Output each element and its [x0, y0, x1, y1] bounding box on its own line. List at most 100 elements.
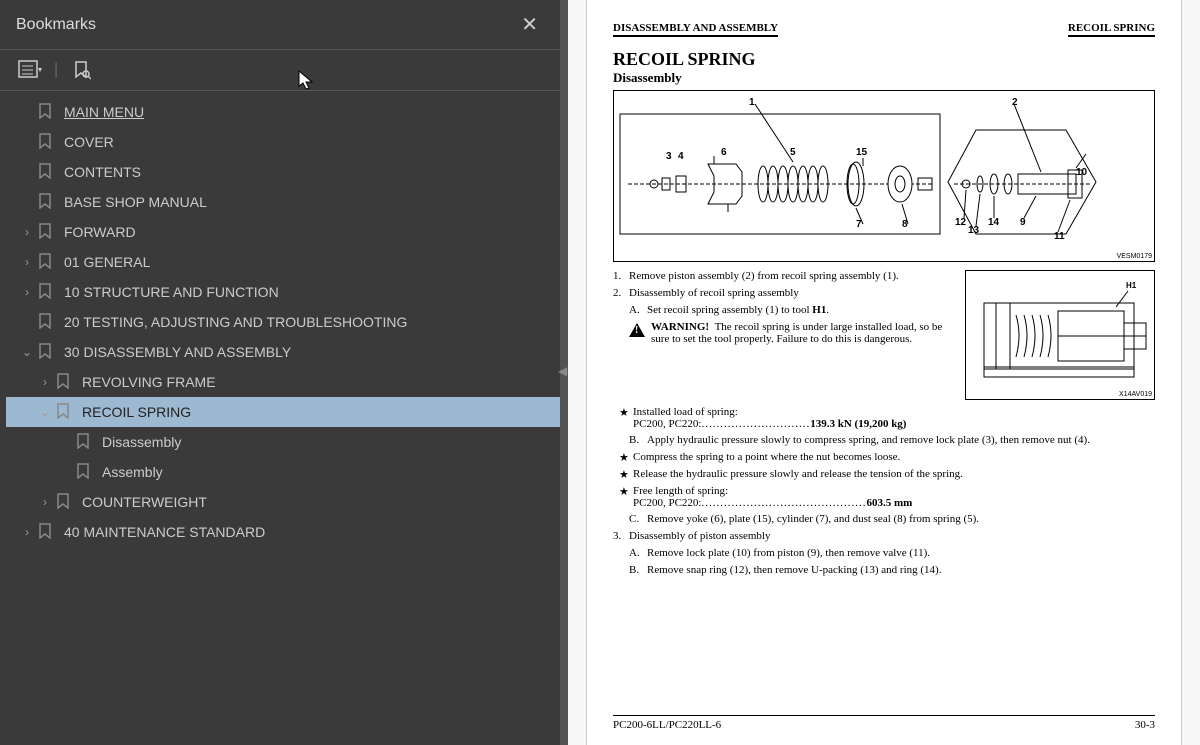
- bookmark-label: 20 TESTING, ADJUSTING AND TROUBLESHOOTIN…: [64, 314, 407, 330]
- small-diagram-id: X14AV019: [1119, 391, 1152, 398]
- bookmark-icon: [38, 343, 56, 362]
- bookmark-icon: [38, 193, 56, 212]
- bookmark-item[interactable]: Disassembly: [6, 427, 560, 457]
- header-right: RECOIL SPRING: [1068, 22, 1155, 37]
- warning-icon: [629, 323, 645, 337]
- page-header: DISASSEMBLY AND ASSEMBLY RECOIL SPRING: [613, 22, 1155, 37]
- disclosure-icon[interactable]: ⌄: [36, 405, 54, 419]
- footer-right: 30-3: [1135, 719, 1155, 731]
- step-3: Disassembly of piston assembly: [629, 530, 770, 542]
- bookmark-icon: [38, 133, 56, 152]
- bookmark-label: 30 DISASSEMBLY AND ASSEMBLY: [64, 344, 291, 360]
- diagram-label: 5: [790, 147, 796, 158]
- bookmark-icon: [38, 103, 56, 122]
- bookmark-icon: [38, 313, 56, 332]
- diagram-label: 4: [678, 151, 684, 162]
- diagram-label: 13: [968, 225, 979, 236]
- diagram-label: 8: [902, 219, 908, 230]
- bookmark-icon: [38, 253, 56, 272]
- bookmark-item[interactable]: › FORWARD: [6, 217, 560, 247]
- bookmark-label: MAIN MENU: [64, 104, 144, 120]
- splitter-handle-icon[interactable]: ◀: [558, 364, 568, 382]
- bookmark-item[interactable]: 20 TESTING, ADJUSTING AND TROUBLESHOOTIN…: [6, 307, 560, 337]
- diagram-label: 2: [1012, 97, 1018, 108]
- bookmark-icon: [56, 373, 74, 392]
- diagram-label: 12: [955, 217, 966, 228]
- bookmark-item[interactable]: ⌄ RECOIL SPRING: [6, 397, 560, 427]
- main-diagram: 123465157810121314911VESM0179: [613, 90, 1155, 262]
- bookmark-item[interactable]: MAIN MENU: [6, 97, 560, 127]
- bookmarks-toolbar: |: [0, 50, 560, 91]
- diagram-label: 6: [721, 147, 727, 158]
- page: DISASSEMBLY AND ASSEMBLY RECOIL SPRING R…: [586, 0, 1182, 745]
- disclosure-icon[interactable]: ⌄: [18, 345, 36, 359]
- disclosure-icon[interactable]: ›: [36, 375, 54, 389]
- bookmark-item[interactable]: › 10 STRUCTURE AND FUNCTION: [6, 277, 560, 307]
- bookmark-label: 10 STRUCTURE AND FUNCTION: [64, 284, 279, 300]
- bookmark-icon: [38, 523, 56, 542]
- bookmark-label: REVOLVING FRAME: [82, 374, 216, 390]
- bookmarks-title: Bookmarks: [16, 16, 96, 34]
- find-bookmark-icon[interactable]: [68, 58, 96, 82]
- bookmark-label: BASE SHOP MANUAL: [64, 194, 207, 210]
- header-left: DISASSEMBLY AND ASSEMBLY: [613, 22, 778, 37]
- footer-left: PC200-6LL/PC220LL-6: [613, 719, 721, 731]
- options-icon[interactable]: [16, 58, 44, 82]
- close-icon[interactable]: ✕: [515, 10, 544, 39]
- warning-row: WARNING! The recoil spring is under larg…: [629, 321, 957, 345]
- bookmark-item[interactable]: › 40 MAINTENANCE STANDARD: [6, 517, 560, 547]
- diagram-label: 15: [856, 147, 867, 158]
- disclosure-icon[interactable]: ›: [18, 255, 36, 269]
- diagram-label: 9: [1020, 217, 1026, 228]
- page-title: RECOIL SPRING: [613, 49, 1155, 70]
- bookmarks-tree: MAIN MENU COVER CONTENTS BASE SHOP MANUAL › F…: [0, 91, 560, 745]
- bookmark-item[interactable]: › REVOLVING FRAME: [6, 367, 560, 397]
- disclosure-icon[interactable]: ›: [18, 225, 36, 239]
- bookmark-icon: [38, 283, 56, 302]
- page-subtitle: Disassembly: [613, 70, 1155, 86]
- small-diagram: H1 X14AV019: [965, 270, 1155, 400]
- step-2c: Remove yoke (6), plate (15), cylinder (7…: [647, 513, 979, 525]
- diagram-id: VESM0179: [1117, 253, 1152, 260]
- disclosure-icon[interactable]: ›: [18, 525, 36, 539]
- bookmark-label: 01 GENERAL: [64, 254, 150, 270]
- disclosure-icon[interactable]: ›: [36, 495, 54, 509]
- diagram-label: 14: [988, 217, 999, 228]
- document-viewport[interactable]: DISASSEMBLY AND ASSEMBLY RECOIL SPRING R…: [568, 0, 1200, 745]
- bookmark-label: RECOIL SPRING: [82, 404, 191, 420]
- bookmark-item[interactable]: COVER: [6, 127, 560, 157]
- bookmark-icon: [56, 403, 74, 422]
- bookmark-icon: [38, 223, 56, 242]
- bookmark-item[interactable]: ⌄ 30 DISASSEMBLY AND ASSEMBLY: [6, 337, 560, 367]
- label-h1: H1: [1126, 281, 1136, 290]
- bookmark-item[interactable]: › COUNTERWEIGHT: [6, 487, 560, 517]
- step-2a: Set recoil spring assembly (1) to tool H…: [647, 304, 829, 316]
- diagram-label: 11: [1054, 231, 1065, 242]
- bookmark-item[interactable]: CONTENTS: [6, 157, 560, 187]
- bookmark-icon: [76, 433, 94, 452]
- bookmarks-panel: Bookmarks ✕ | MAIN MENU COVER CONTENTS BASE…: [0, 0, 560, 745]
- diagram-label: 1: [749, 97, 755, 108]
- disclosure-icon[interactable]: ›: [18, 285, 36, 299]
- bookmark-label: Disassembly: [102, 434, 181, 450]
- bookmark-label: FORWARD: [64, 224, 136, 240]
- bookmark-icon: [56, 493, 74, 512]
- diagram-label: 10: [1076, 167, 1087, 178]
- bookmark-label: COUNTERWEIGHT: [82, 494, 207, 510]
- bookmark-icon: [76, 463, 94, 482]
- bookmark-item[interactable]: BASE SHOP MANUAL: [6, 187, 560, 217]
- bookmark-item[interactable]: Assembly: [6, 457, 560, 487]
- bookmark-label: COVER: [64, 134, 114, 150]
- diagram-label: 3: [666, 151, 672, 162]
- step-3b: Remove snap ring (12), then remove U-pac…: [647, 564, 941, 576]
- bookmark-label: 40 MAINTENANCE STANDARD: [64, 524, 265, 540]
- bookmarks-header: Bookmarks ✕: [0, 0, 560, 50]
- bookmark-item[interactable]: › 01 GENERAL: [6, 247, 560, 277]
- pane-splitter[interactable]: ◀: [560, 0, 568, 745]
- bookmark-label: Assembly: [102, 464, 163, 480]
- step-3a: Remove lock plate (10) from piston (9), …: [647, 547, 930, 559]
- bookmark-label: CONTENTS: [64, 164, 141, 180]
- step-1: Remove piston assembly (2) from recoil s…: [629, 270, 899, 282]
- step-2b: Apply hydraulic pressure slowly to compr…: [647, 434, 1090, 446]
- diagram-label: 7: [856, 219, 862, 230]
